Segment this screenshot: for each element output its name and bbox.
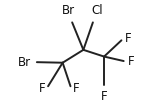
Text: Br: Br bbox=[18, 56, 31, 69]
Text: F: F bbox=[39, 82, 45, 95]
Text: F: F bbox=[125, 32, 132, 45]
Text: F: F bbox=[101, 90, 107, 103]
Text: Cl: Cl bbox=[91, 4, 103, 17]
Text: F: F bbox=[73, 82, 79, 95]
Text: Br: Br bbox=[62, 4, 75, 17]
Text: F: F bbox=[128, 55, 134, 68]
